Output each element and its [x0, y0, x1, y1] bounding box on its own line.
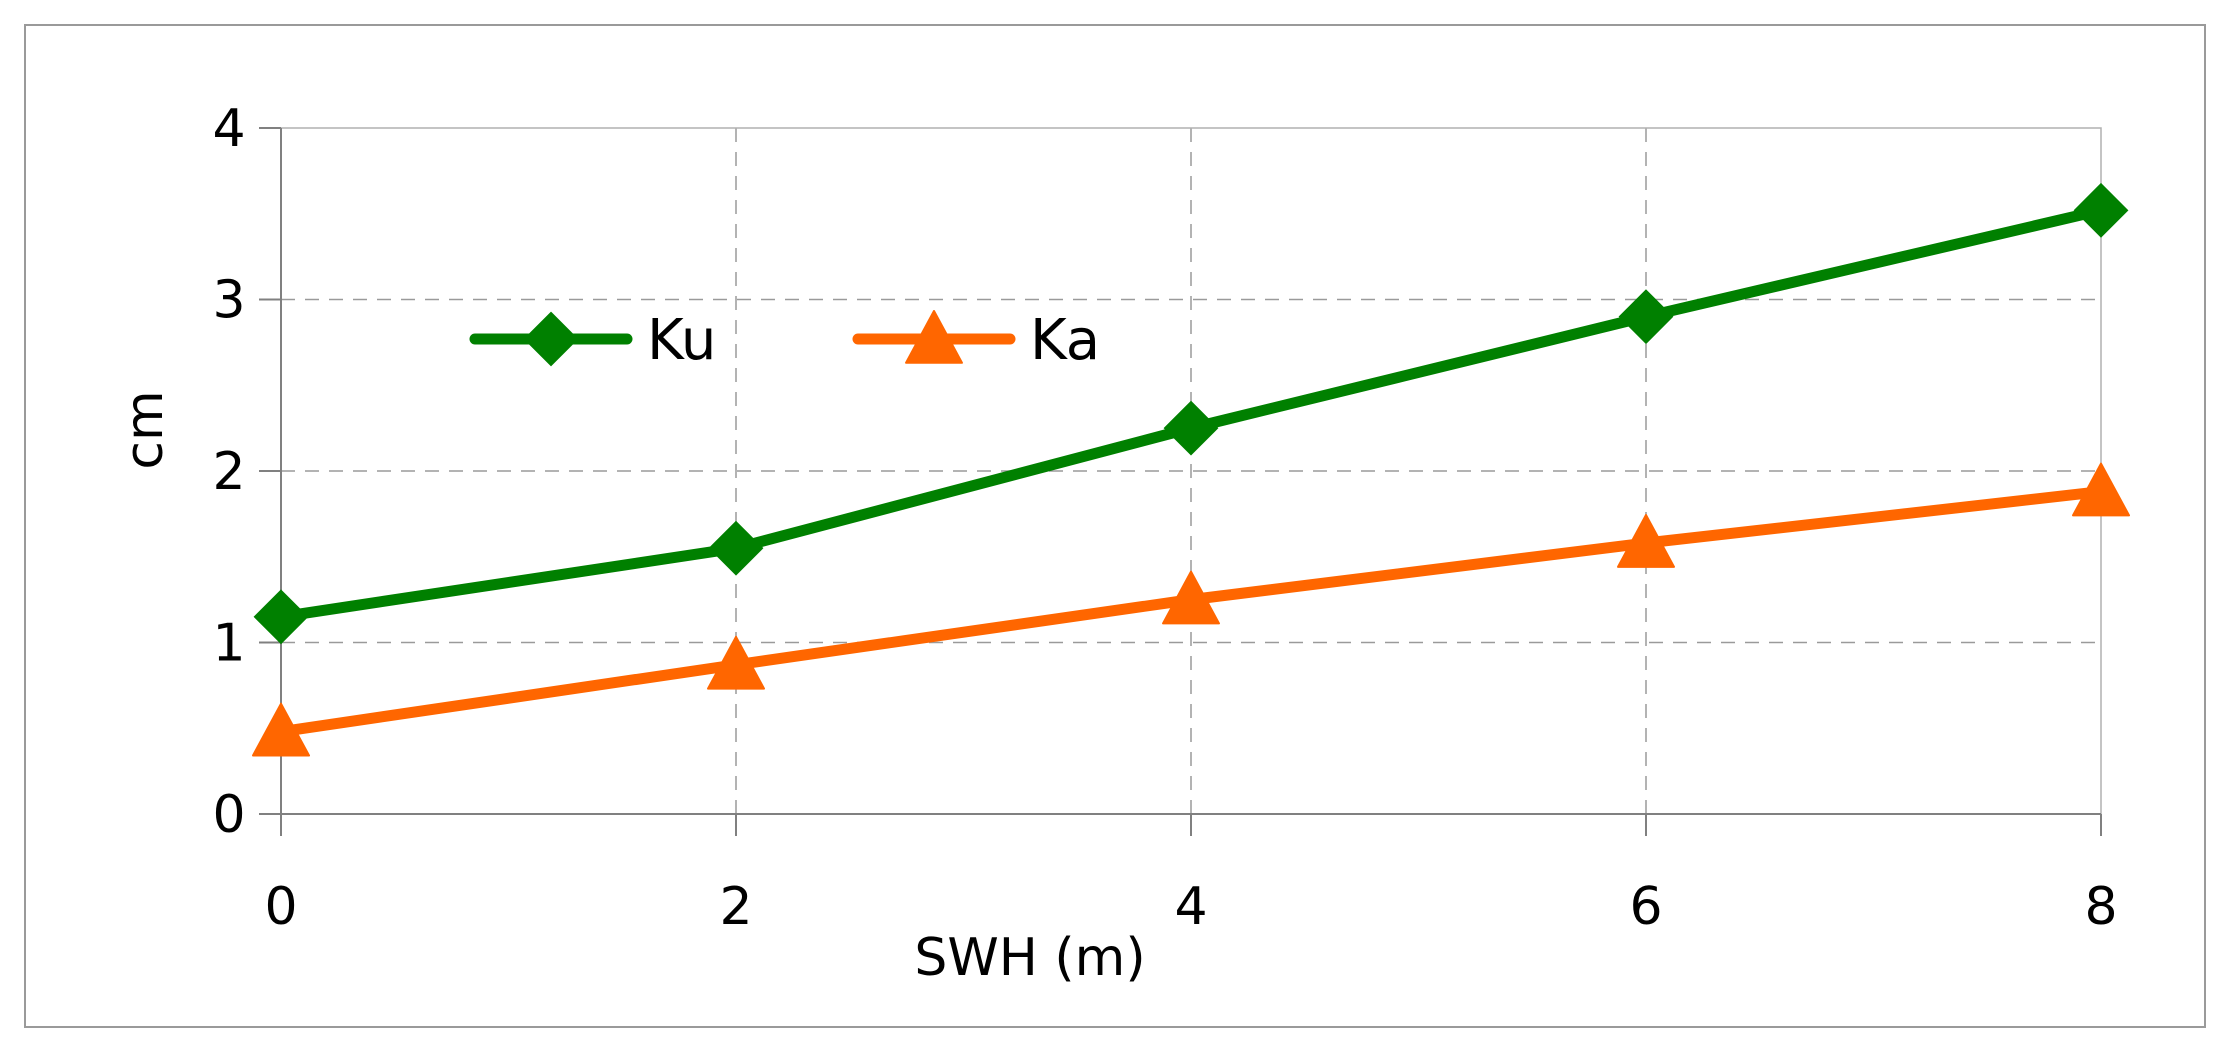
y-tick-label: 4 — [212, 99, 245, 159]
data-point-ku — [1618, 289, 1674, 345]
y-tick-label: 3 — [212, 271, 245, 331]
y-tick-label: 0 — [212, 785, 245, 845]
legend-swatch-marker — [523, 311, 579, 367]
series-ku — [253, 182, 2129, 645]
legend-label: Ka — [1030, 308, 1100, 373]
axis-layer: 0 1 2 3 4 0 2 4 6 8 — [212, 99, 2117, 937]
legend-label: Ku — [647, 308, 716, 373]
x-tick-label: 4 — [1174, 877, 1207, 937]
legend: Ku Ka — [469, 308, 1100, 373]
data-point-ku — [708, 520, 764, 576]
data-point-ka — [2072, 462, 2130, 517]
legend-swatch-marker — [905, 310, 963, 364]
grid-layer — [281, 128, 2101, 814]
x-tick-label: 0 — [264, 877, 297, 937]
x-axis-title: SWH (m) — [914, 928, 1145, 988]
data-point-ku — [1163, 400, 1219, 456]
data-point-ka — [707, 635, 765, 690]
legend-item-ku: Ku — [469, 308, 716, 373]
legend-item-ka: Ka — [852, 308, 1100, 373]
series-layer — [252, 182, 2130, 757]
data-point-ka — [1162, 570, 1220, 625]
y-tick-label: 1 — [212, 614, 245, 674]
data-point-ka — [1617, 514, 1675, 568]
x-tick-label: 2 — [719, 877, 752, 937]
data-point-ku — [253, 589, 309, 645]
x-tick-label: 8 — [2084, 877, 2117, 937]
y-tick-label: 2 — [212, 442, 245, 502]
x-tick-label: 6 — [1629, 877, 1662, 937]
series-ka — [252, 462, 2130, 757]
y-axis-title: cm — [115, 390, 175, 469]
data-point-ku — [2073, 182, 2129, 238]
data-point-ka — [252, 702, 310, 757]
